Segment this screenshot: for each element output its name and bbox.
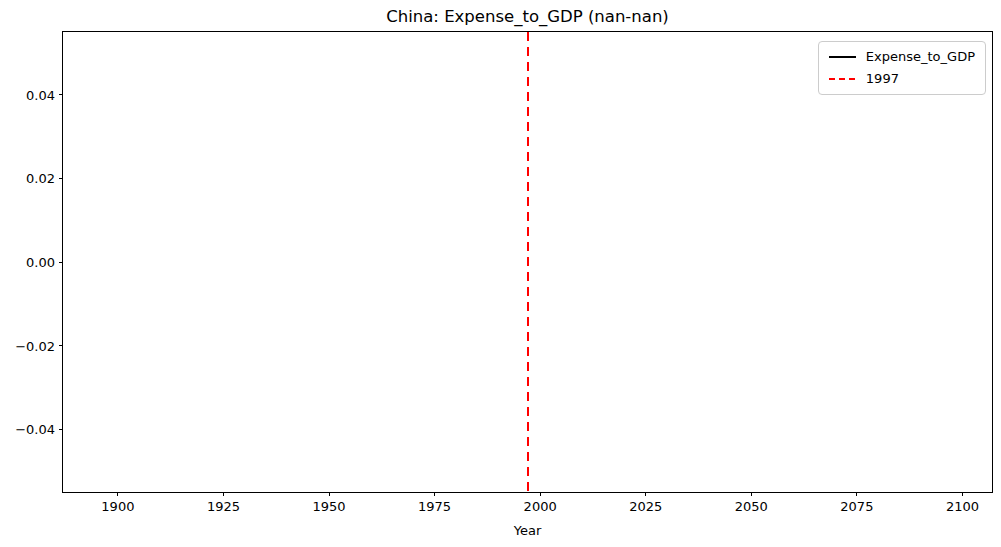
x-tick-label: 2075 (840, 499, 873, 514)
x-tick-mark (117, 492, 118, 496)
x-tick-label: 1950 (312, 499, 345, 514)
y-tick-mark (59, 178, 63, 179)
x-tick-label: 2000 (524, 499, 557, 514)
y-tick-label: 0.02 (26, 171, 55, 186)
y-tick-label: −0.02 (15, 338, 55, 353)
x-tick-label: 2100 (946, 499, 979, 514)
plot-area: 1900192519501975200020252050207521000.04… (62, 31, 993, 493)
x-tick-mark (856, 492, 857, 496)
x-tick-label: 1900 (101, 499, 134, 514)
x-tick-label: 1925 (207, 499, 240, 514)
x-tick-mark (645, 492, 646, 496)
legend-entry: Expense_to_GDP (829, 49, 975, 64)
y-tick-label: 0.00 (26, 255, 55, 270)
x-tick-mark (751, 492, 752, 496)
x-tick-mark (540, 492, 541, 496)
y-tick-mark (59, 429, 63, 430)
legend-entry: 1997 (829, 71, 975, 86)
chart-figure: China: Expense_to_GDP (nan-nan) 19001925… (0, 0, 1001, 547)
chart-title: China: Expense_to_GDP (nan-nan) (62, 7, 993, 26)
legend-label: Expense_to_GDP (866, 49, 975, 64)
legend-solid-line-icon (829, 56, 856, 58)
x-axis-label: Year (62, 523, 993, 538)
x-tick-label: 2025 (629, 499, 662, 514)
x-tick-mark (223, 492, 224, 496)
y-tick-label: 0.04 (26, 87, 55, 102)
y-tick-mark (59, 94, 63, 95)
legend: Expense_to_GDP 1997 (818, 41, 986, 95)
x-tick-label: 1975 (418, 499, 451, 514)
y-tick-mark (59, 262, 63, 263)
x-tick-mark (962, 492, 963, 496)
legend-dashed-line-icon (829, 78, 856, 80)
x-tick-label: 2050 (735, 499, 768, 514)
x-tick-mark (434, 492, 435, 496)
y-tick-mark (59, 345, 63, 346)
legend-label: 1997 (866, 71, 899, 86)
vline-1997 (527, 32, 529, 492)
y-tick-label: −0.04 (15, 422, 55, 437)
x-tick-mark (329, 492, 330, 496)
